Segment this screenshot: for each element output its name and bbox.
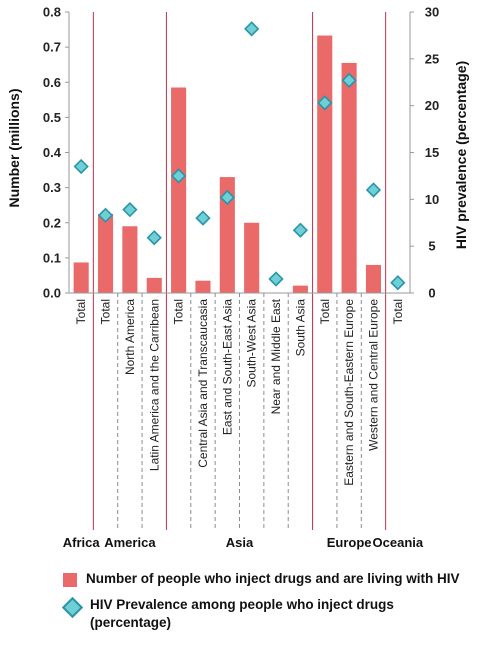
y-tick-label-right: 15 (425, 145, 439, 160)
category-label: Total (74, 299, 88, 324)
region-label: Oceania (373, 535, 424, 550)
y-axis-right-title: HIV prevalence (percentage) (453, 61, 469, 249)
region-label: Asia (226, 535, 254, 550)
bar (365, 264, 382, 293)
bar (195, 280, 211, 293)
legend-label: HIV Prevalence among people who inject d… (90, 597, 394, 630)
y-tick-label-left: 0.5 (43, 110, 61, 125)
chart: 0.00.10.20.30.40.50.60.70.8051015202530 … (6, 5, 469, 551)
bar (97, 213, 114, 293)
y-tick-label-left: 0.1 (43, 250, 61, 265)
bar (292, 285, 308, 293)
bar-swatch-icon (63, 573, 77, 587)
category-label: Total (318, 299, 332, 324)
bar (244, 222, 260, 293)
y-tick-label-right: 25 (425, 51, 439, 66)
y-tick-label-left: 0.4 (43, 145, 62, 160)
bar (146, 277, 162, 293)
bar (171, 87, 187, 293)
category-label: Western and Central Europe (366, 299, 380, 451)
legend: Number of people who inject drugs and ar… (61, 570, 473, 640)
legend-item-prevalence: HIV Prevalence among people who inject d… (61, 596, 473, 632)
prevalence-marker (170, 168, 187, 184)
region-label: Africa (63, 535, 101, 550)
prevalence-marker (219, 189, 235, 206)
bar (219, 177, 235, 293)
bar (73, 262, 89, 293)
y-axis-left-title: Number (millions) (6, 88, 22, 207)
prevalence-marker (292, 222, 309, 238)
region-label: America (104, 535, 156, 550)
category-label: Latin America and the Carribean (147, 299, 161, 471)
bar (341, 62, 357, 294)
y-tick-label-right: 5 (428, 239, 435, 254)
prevalence-marker (390, 275, 406, 291)
prevalence-marker (341, 72, 357, 89)
axes: 0.0 0.1 0.2 0.3 0.4 0.5 0.6 0.7 0.8 0 5 10 15 20 25 30 (43, 5, 439, 530)
category-label: East and South-East Asia (220, 299, 234, 435)
category-labels: Total Total North America Latin America and… (63, 298, 424, 550)
y-tick-label-left: 0.3 (43, 180, 61, 195)
prevalence-marker (244, 21, 260, 37)
diamond-marker-icon (61, 596, 84, 619)
category-label: Total (99, 299, 113, 324)
prevalence-marker (146, 230, 162, 246)
region-label: Europe (327, 535, 372, 550)
y-tick-label-right: 0 (428, 286, 435, 301)
legend-item-bars: Number of people who inject drugs and ar… (63, 570, 473, 588)
bar (122, 226, 138, 293)
y-tick-label-left: 0.6 (43, 75, 61, 90)
y-tick-label-left: 0.8 (43, 5, 61, 20)
category-label: Total (172, 299, 186, 324)
y-tick-label-left: 0.2 (43, 215, 61, 230)
category-label: South-West Asia (245, 299, 259, 388)
category-label: Eastern and South-Eastern Europe (342, 299, 356, 486)
category-label: North America (123, 299, 137, 375)
y-tick-label-right: 10 (425, 192, 439, 207)
prevalence-marker (195, 210, 211, 226)
y-tick-label-right: 20 (425, 98, 439, 113)
category-label: South Asia (293, 299, 307, 357)
legend-label: Number of people who inject drugs and ar… (86, 571, 460, 586)
prevalence-marker (317, 95, 333, 111)
y-tick-label-left: 0.0 (43, 286, 61, 301)
y-tick-label-right: 30 (425, 5, 439, 20)
prevalence-marker (365, 182, 382, 198)
prevalence-marker (122, 202, 138, 218)
plot-area (73, 21, 406, 294)
category-label: Near and Middle East (269, 298, 283, 414)
prevalence-marker (97, 207, 114, 223)
y-tick-label-left: 0.7 (43, 40, 61, 55)
prevalence-marker (268, 271, 284, 287)
category-label: Central Asia and Transcaucasia (196, 299, 210, 468)
prevalence-marker (73, 158, 89, 175)
category-label: Total (391, 299, 405, 324)
bar (317, 35, 333, 293)
